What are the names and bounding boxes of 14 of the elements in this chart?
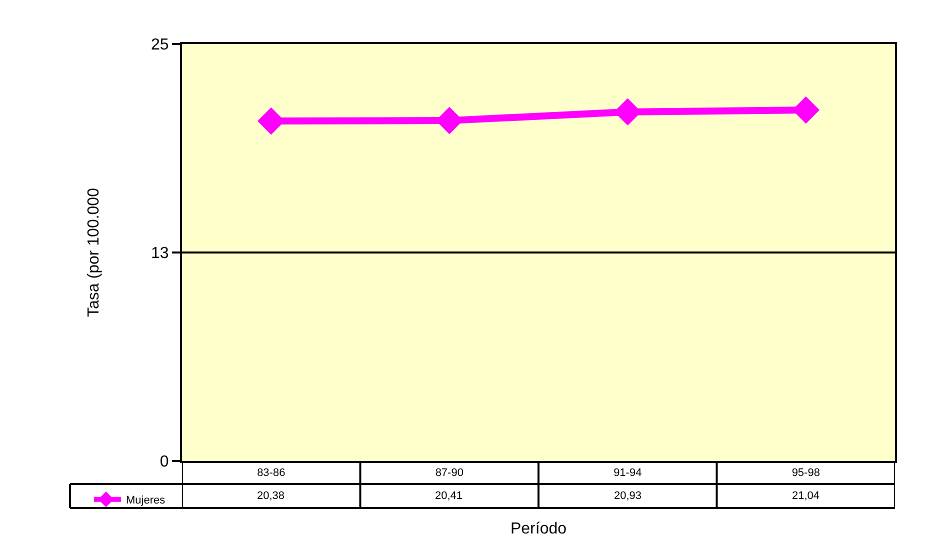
x-tick-label: 91-94 <box>614 467 642 480</box>
x-tick-label: 87-90 <box>435 467 464 480</box>
legend-label: Mujeres <box>126 494 166 507</box>
y-tick-label: 0 <box>160 454 169 471</box>
data-label: 20,41 <box>435 490 463 502</box>
data-label: 21,04 <box>792 490 820 502</box>
y-tick-label: 13 <box>151 245 169 262</box>
x-tick-label: 83-86 <box>257 467 286 480</box>
x-tick-label: 95-98 <box>792 467 820 480</box>
data-label: 20,38 <box>257 490 285 502</box>
y-tick-label: 25 <box>151 36 169 54</box>
data-label: 20,93 <box>614 490 642 502</box>
x-axis-title: Período <box>510 520 567 538</box>
y-axis-title: Tasa (por 100.000 <box>85 188 102 317</box>
